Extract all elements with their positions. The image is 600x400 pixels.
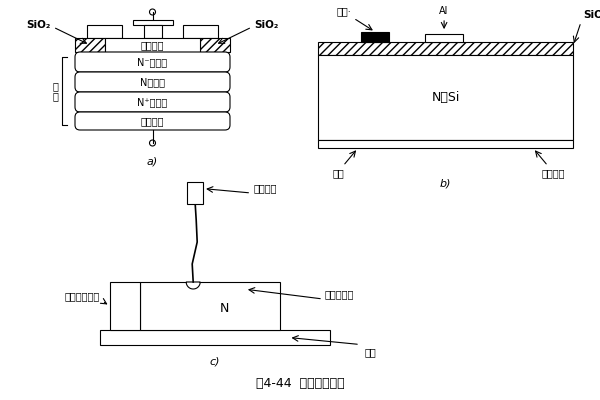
Text: 电极·: 电极· (337, 6, 352, 16)
Bar (110, 282, 140, 330)
Bar (318, 140, 573, 148)
Text: 电极: 电极 (332, 168, 344, 178)
Text: SiO₂: SiO₂ (254, 20, 278, 30)
Text: 片: 片 (52, 91, 58, 101)
Text: 欧姆接触: 欧姆接触 (541, 168, 565, 178)
Bar (183, 25, 218, 38)
Text: N⁻外延层: N⁻外延层 (137, 57, 167, 67)
Text: N: N (220, 302, 229, 315)
Text: SiO₂: SiO₂ (583, 10, 600, 20)
FancyBboxPatch shape (75, 52, 230, 72)
Bar (133, 20, 173, 25)
Text: SiO₂: SiO₂ (26, 20, 51, 30)
Text: b): b) (440, 178, 451, 188)
FancyBboxPatch shape (75, 92, 230, 112)
Text: 金属触针: 金属触针 (253, 183, 277, 193)
Bar (140, 282, 280, 330)
Bar (143, 25, 161, 38)
Text: 硅: 硅 (52, 81, 58, 91)
Bar (200, 38, 230, 52)
Bar (187, 182, 203, 204)
Text: 阴极金属: 阴极金属 (141, 116, 164, 126)
Text: N型Si: N型Si (431, 91, 460, 104)
FancyBboxPatch shape (75, 112, 230, 130)
Bar (361, 32, 389, 42)
Text: Al: Al (439, 6, 449, 16)
Bar (318, 55, 573, 140)
Text: a): a) (147, 157, 158, 167)
Text: c): c) (210, 357, 220, 367)
Bar (318, 42, 573, 55)
Bar (425, 34, 463, 42)
Bar (87, 25, 122, 38)
Text: 欧姆接触电极: 欧姆接触电极 (65, 291, 100, 301)
Bar (105, 38, 200, 52)
Polygon shape (186, 282, 200, 289)
Text: 图4-44  肖特基二极管: 图4-44 肖特基二极管 (256, 377, 344, 390)
Text: N⁺阴极层: N⁺阴极层 (137, 97, 167, 107)
Text: N型基片: N型基片 (140, 77, 165, 87)
FancyBboxPatch shape (75, 72, 230, 92)
Text: 支架: 支架 (365, 348, 377, 358)
Bar (75, 38, 105, 52)
Text: 阳极金属: 阳极金属 (141, 40, 164, 50)
Bar (100, 330, 330, 345)
Text: 半导体晶片: 半导体晶片 (325, 289, 355, 299)
